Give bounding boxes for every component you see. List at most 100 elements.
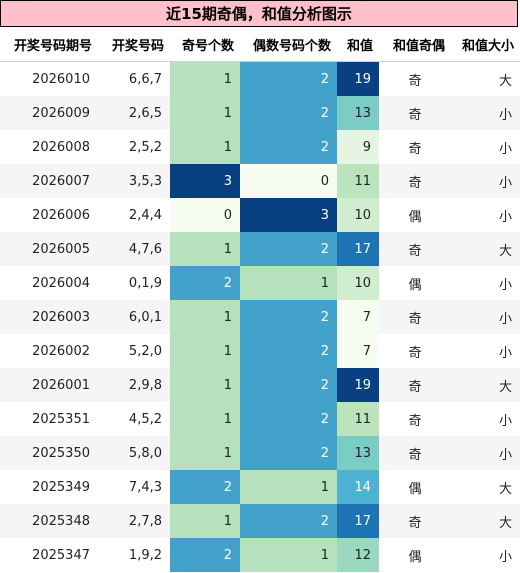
cell-odd-count: 1 — [170, 504, 240, 538]
cell-odd-count: 2 — [170, 266, 240, 300]
cell-sum: 17 — [337, 232, 379, 266]
cell-even-count: 2 — [240, 96, 337, 130]
cell-sum: 19 — [337, 368, 379, 402]
cell-numbers: 5,8,0 — [98, 436, 170, 470]
cell-even-count: 2 — [240, 232, 337, 266]
cell-sum: 11 — [337, 164, 379, 198]
cell-period: 2026007 — [0, 164, 98, 198]
cell-sum: 17 — [337, 504, 379, 538]
cell-sum-size: 大 — [451, 61, 520, 96]
cell-odd-count: 1 — [170, 61, 240, 96]
cell-numbers: 1,9,2 — [98, 538, 170, 572]
table-row: 2025348 2,7,8 1 2 17 奇大 — [0, 504, 520, 538]
header-row: 开奖号码期号 开奖号码 奇号个数 偶数号码个数 和值 和值奇偶 和值大小 — [0, 27, 520, 62]
table-row: 2025347 1,9,2 2 1 12 偶小 — [0, 538, 520, 572]
cell-numbers: 6,0,1 — [98, 300, 170, 334]
cell-period: 2026002 — [0, 334, 98, 368]
cell-period: 2026004 — [0, 266, 98, 300]
cell-odd-count: 1 — [170, 130, 240, 164]
cell-sum-size: 小 — [451, 164, 520, 198]
cell-sum: 13 — [337, 96, 379, 130]
cell-sum: 12 — [337, 538, 379, 572]
cell-odd-count: 3 — [170, 164, 240, 198]
cell-numbers: 4,7,6 — [98, 232, 170, 266]
cell-even-count: 2 — [240, 504, 337, 538]
cell-sum: 14 — [337, 470, 379, 504]
cell-sum-size: 小 — [451, 300, 520, 334]
cell-period: 2025351 — [0, 402, 98, 436]
cell-sum-size: 小 — [451, 266, 520, 300]
cell-sum: 19 — [337, 61, 379, 96]
cell-period: 2025348 — [0, 504, 98, 538]
cell-period: 2026008 — [0, 130, 98, 164]
cell-period: 2025347 — [0, 538, 98, 572]
cell-sum: 11 — [337, 402, 379, 436]
cell-sum-parity: 偶 — [379, 538, 451, 572]
cell-numbers: 2,7,8 — [98, 504, 170, 538]
cell-even-count: 1 — [240, 470, 337, 504]
cell-odd-count: 1 — [170, 436, 240, 470]
cell-odd-count: 1 — [170, 368, 240, 402]
cell-sum-parity: 奇 — [379, 130, 451, 164]
cell-even-count: 2 — [240, 61, 337, 96]
cell-sum-size: 小 — [451, 198, 520, 232]
table-row: 2026007 3,5,3 3 0 11 奇小 — [0, 164, 520, 198]
cell-sum-parity: 偶 — [379, 470, 451, 504]
cell-even-count: 1 — [240, 266, 337, 300]
cell-sum-parity: 奇 — [379, 436, 451, 470]
cell-sum-parity: 奇 — [379, 164, 451, 198]
cell-sum-parity: 奇 — [379, 232, 451, 266]
cell-sum: 9 — [337, 130, 379, 164]
cell-odd-count: 2 — [170, 470, 240, 504]
cell-odd-count: 1 — [170, 232, 240, 266]
table-row: 2026001 2,9,8 1 2 19 奇大 — [0, 368, 520, 402]
col-header: 和值大小 — [451, 27, 520, 62]
col-header: 开奖号码期号 — [0, 27, 98, 62]
cell-numbers: 4,5,2 — [98, 402, 170, 436]
cell-odd-count: 0 — [170, 198, 240, 232]
table-row: 2026006 2,4,4 0 3 10 偶小 — [0, 198, 520, 232]
cell-numbers: 0,1,9 — [98, 266, 170, 300]
cell-odd-count: 1 — [170, 300, 240, 334]
cell-numbers: 3,5,3 — [98, 164, 170, 198]
cell-period: 2026006 — [0, 198, 98, 232]
cell-sum-size: 小 — [451, 334, 520, 368]
cell-sum-parity: 偶 — [379, 198, 451, 232]
cell-numbers: 6,6,7 — [98, 61, 170, 96]
cell-odd-count: 1 — [170, 402, 240, 436]
col-header: 开奖号码 — [98, 27, 170, 62]
cell-numbers: 2,6,5 — [98, 96, 170, 130]
cell-sum-parity: 奇 — [379, 61, 451, 96]
cell-period: 2026001 — [0, 368, 98, 402]
cell-period: 2026005 — [0, 232, 98, 266]
table-row: 2026005 4,7,6 1 2 17 奇大 — [0, 232, 520, 266]
cell-sum-parity: 奇 — [379, 334, 451, 368]
cell-odd-count: 1 — [170, 334, 240, 368]
cell-sum: 10 — [337, 266, 379, 300]
table-row: 2026009 2,6,5 1 2 13 奇小 — [0, 96, 520, 130]
cell-even-count: 2 — [240, 130, 337, 164]
cell-numbers: 2,4,4 — [98, 198, 170, 232]
cell-numbers: 7,4,3 — [98, 470, 170, 504]
col-header: 和值 — [337, 27, 379, 62]
cell-sum: 7 — [337, 334, 379, 368]
table-row: 2025350 5,8,0 1 2 13 奇小 — [0, 436, 520, 470]
cell-sum-parity: 奇 — [379, 300, 451, 334]
cell-sum-parity: 奇 — [379, 504, 451, 538]
table-body: 2026010 6,6,7 1 2 19 奇大 2026009 2,6,5 1 2 13 奇小 2026… — [0, 61, 520, 572]
cell-sum-size: 大 — [451, 504, 520, 538]
cell-sum-size: 小 — [451, 130, 520, 164]
cell-sum-size: 大 — [451, 470, 520, 504]
cell-even-count: 2 — [240, 300, 337, 334]
cell-sum-parity: 偶 — [379, 266, 451, 300]
cell-sum-size: 小 — [451, 436, 520, 470]
col-header: 偶数号码个数 — [240, 27, 337, 62]
cell-sum: 10 — [337, 198, 379, 232]
cell-sum-size: 小 — [451, 402, 520, 436]
cell-period: 2025349 — [0, 470, 98, 504]
cell-even-count: 2 — [240, 436, 337, 470]
data-table: 开奖号码期号 开奖号码 奇号个数 偶数号码个数 和值 和值奇偶 和值大小 202… — [0, 27, 520, 572]
cell-period: 2025350 — [0, 436, 98, 470]
cell-even-count: 2 — [240, 368, 337, 402]
cell-numbers: 2,9,8 — [98, 368, 170, 402]
